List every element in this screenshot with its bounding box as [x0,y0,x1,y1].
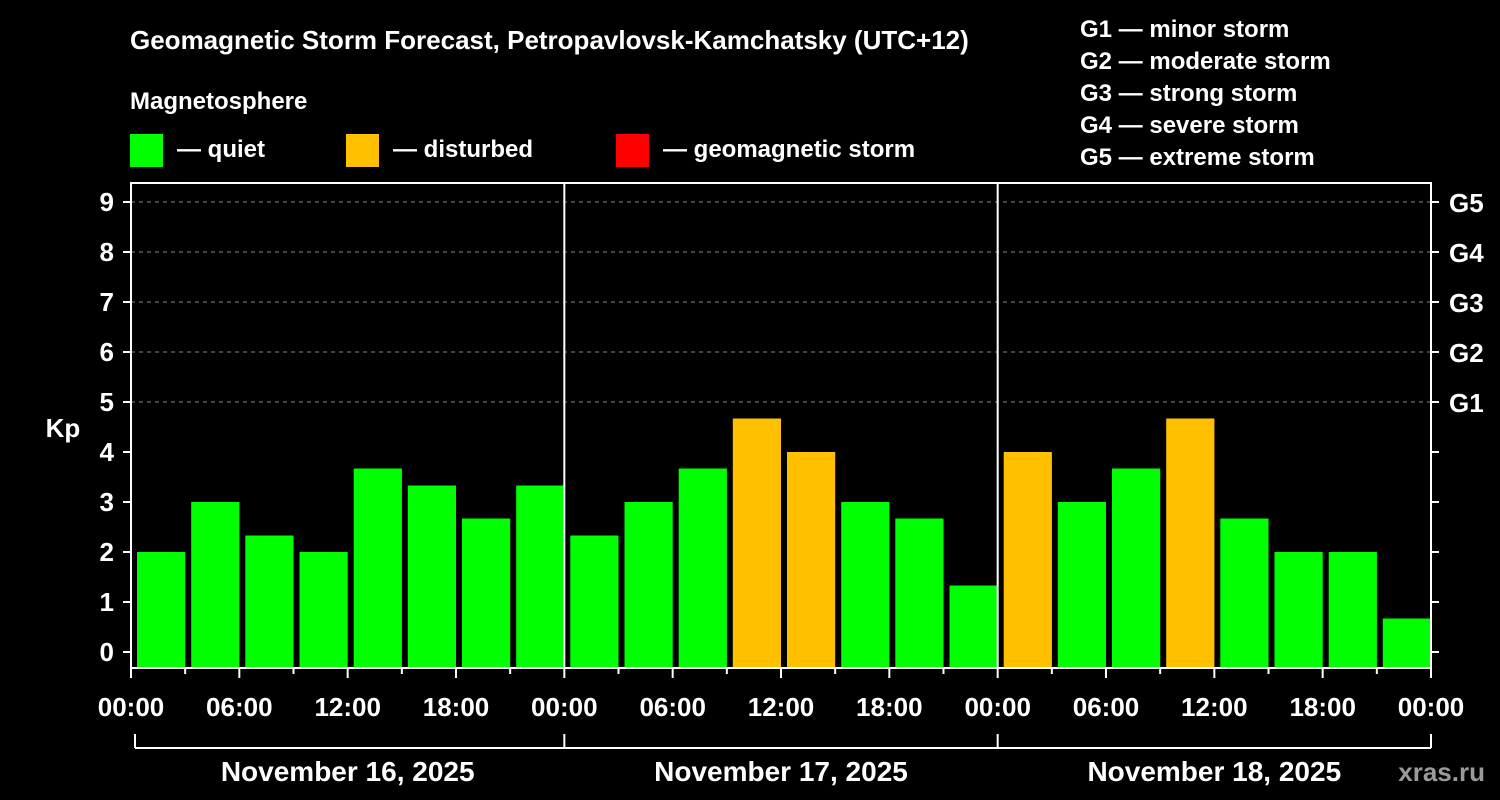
g-legend-item-g1: G1 — minor storm [1080,16,1289,43]
day-label-1: November 17, 2025 [654,756,908,787]
y-tick-label-5: 5 [100,387,114,417]
bar-15 [949,585,998,668]
y-ticks: 0 1 2 3 4 5 6 7 8 9 [100,187,131,667]
bar-18 [1112,468,1161,668]
grid-lines [131,201,1431,403]
g-tick-label-g5: G5 [1449,188,1484,218]
legend: — quiet — disturbed — geomagnetic storm [130,134,915,167]
g-tick-label-g3: G3 [1449,288,1484,318]
g-legend-item-g3: G3 — strong storm [1080,80,1297,107]
x-tick-label-3: 18:00 [423,692,490,722]
x-tick-label-0: 00:00 [98,692,165,722]
x-tick-label-4: 00:00 [531,692,598,722]
bar-1 [191,502,240,668]
bar-6 [462,518,511,668]
bar-23 [1382,618,1431,668]
y-tick-label-2: 2 [100,537,114,567]
x-tick-label-10: 12:00 [1181,692,1248,722]
g-legend-item-g4: G4 — severe storm [1080,112,1299,139]
y-tick-label-1: 1 [100,587,114,617]
watermark: xras.ru [1398,757,1485,787]
bar-20 [1220,518,1269,668]
bar-16 [1003,452,1052,668]
bar-7 [516,485,565,668]
bar-3 [299,552,348,668]
bar-0 [137,552,186,668]
day-labels: November 16, 2025 November 17, 2025 Novemb… [134,734,1432,787]
y-tick-label-6: 6 [100,337,114,367]
bar-4 [353,468,402,668]
y-axis-label: Kp [46,413,81,443]
x-tick-label-11: 18:00 [1289,692,1356,722]
g-scale-ticks: G1 G2 G3 G4 G5 [1431,188,1484,653]
bar-9 [624,502,673,668]
y-tick-label-0: 0 [100,637,114,667]
bar-17 [1057,502,1106,668]
y-tick-label-4: 4 [100,437,115,467]
bar-5 [407,485,456,668]
bar-10 [678,468,727,668]
y-tick-label-3: 3 [100,487,114,517]
x-tick-label-2: 12:00 [314,692,381,722]
x-tick-label-9: 06:00 [1073,692,1140,722]
x-ticks: 00:00 06:00 12:00 18:00 00:00 06:00 12:00 18:00… [98,668,1465,722]
legend-heading: Magnetosphere [130,88,307,115]
bars [137,418,1431,668]
legend-label-quiet: — quiet [177,136,265,163]
x-tick-label-5: 06:00 [639,692,706,722]
g-scale-legend: G1 — minor storm G2 — moderate storm G3 … [1080,16,1331,171]
g-tick-label-g2: G2 [1449,338,1484,368]
legend-swatch-disturbed [346,134,379,167]
y-tick-label-9: 9 [100,187,114,217]
x-tick-label-12: 00:00 [1398,692,1465,722]
x-tick-label-1: 06:00 [206,692,273,722]
day-label-0: November 16, 2025 [221,756,475,787]
x-tick-label-7: 18:00 [856,692,923,722]
x-tick-label-8: 00:00 [964,692,1031,722]
y-tick-label-7: 7 [100,287,114,317]
legend-label-disturbed: — disturbed [393,136,533,163]
g-tick-label-g4: G4 [1449,238,1484,268]
bar-22 [1328,552,1377,668]
bar-21 [1274,552,1323,668]
x-tick-label-6: 12:00 [748,692,815,722]
g-legend-item-g5: G5 — extreme storm [1080,144,1315,171]
bar-19 [1166,418,1215,668]
g-legend-item-g2: G2 — moderate storm [1080,48,1331,75]
bar-14 [895,518,944,668]
bar-13 [841,502,890,668]
bar-2 [245,535,294,668]
day-label-2: November 18, 2025 [1087,756,1341,787]
bar-12 [787,452,836,668]
chart-title: Geomagnetic Storm Forecast, Petropavlovs… [130,25,969,55]
bar-8 [570,535,619,668]
legend-label-storm: — geomagnetic storm [663,136,915,163]
legend-swatch-storm [616,134,649,167]
bar-11 [732,418,781,668]
y-tick-label-8: 8 [100,237,114,267]
g-tick-label-g1: G1 [1449,388,1484,418]
legend-swatch-quiet [130,134,163,167]
